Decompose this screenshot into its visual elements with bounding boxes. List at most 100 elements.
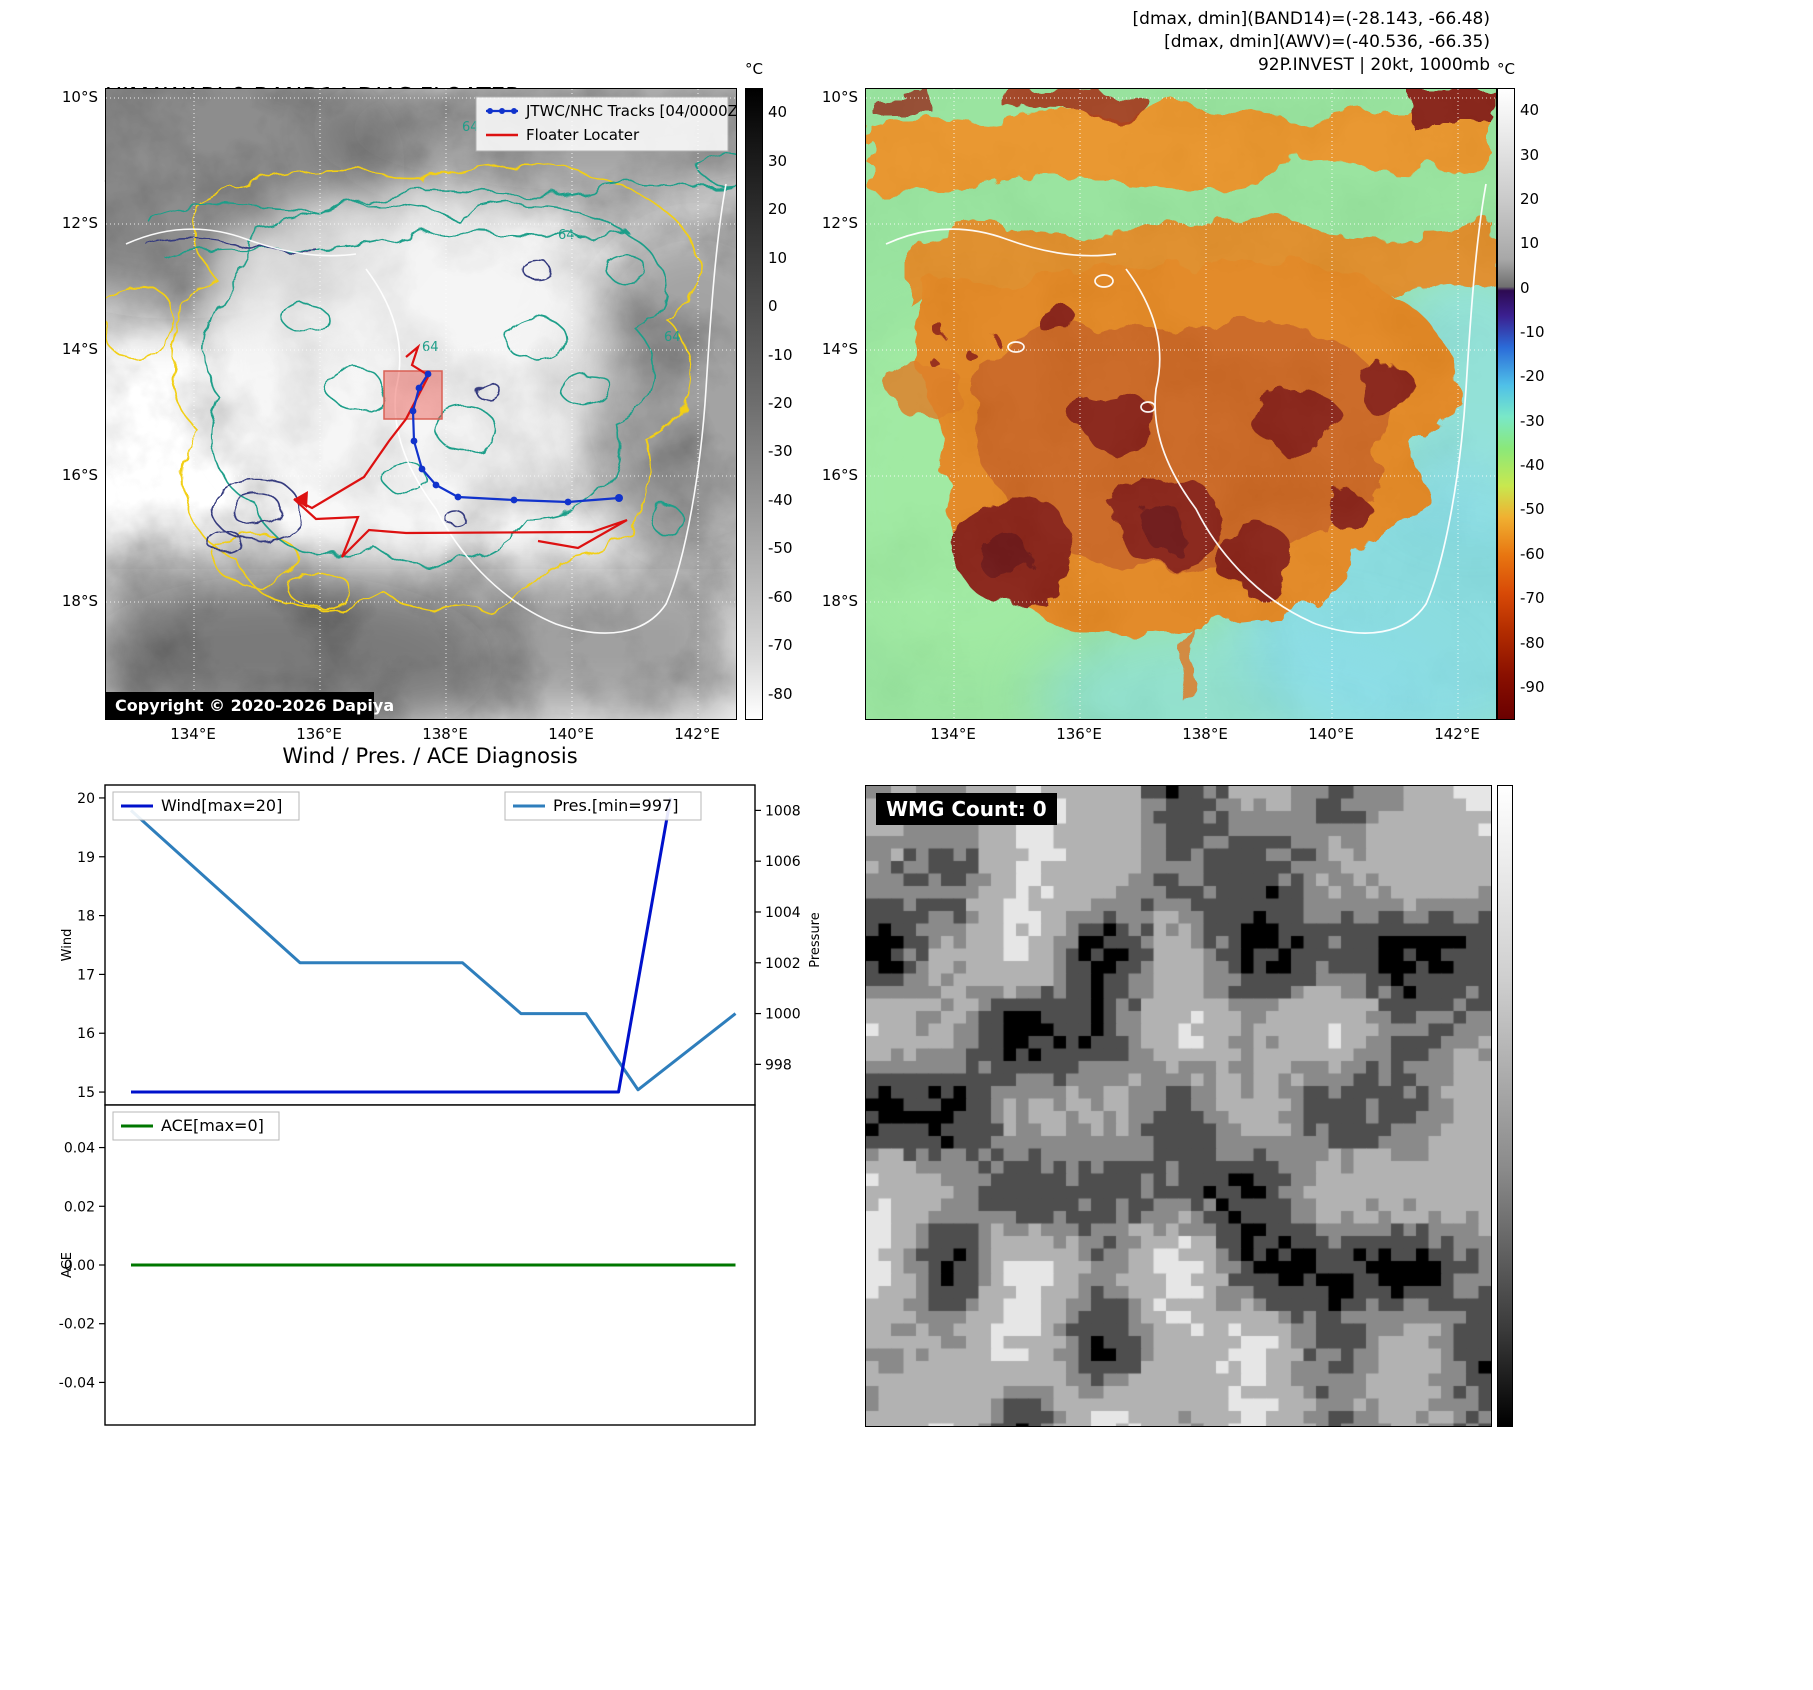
awv-colorbar-tick: 0 [1520,278,1530,297]
awv-lon-tick: 134°E [930,725,976,743]
band14-colorbar-tick: -80 [768,684,793,703]
awv-lat-tick: 16°S [821,466,858,484]
pressure-legend-label: Pres.[min=997] [553,796,678,815]
band14-lat-tick: 16°S [61,466,98,484]
wind-pressure-plot-frame [104,784,756,1106]
band14-colorbar-tick: 20 [768,200,788,219]
wind-series-line [131,797,672,1094]
band14-colorbar-tick: -60 [768,587,793,606]
tick-label: 18 [77,909,95,925]
tick-label: -0.04 [59,1375,95,1391]
tick-label: 998 [765,1057,792,1073]
awv-colorbar-tick: -70 [1520,589,1545,608]
band14-colorbar-tick: -10 [768,345,793,364]
band14-lon-tick: 134°E [170,725,216,743]
contour-label: 64 [664,330,681,345]
tick-label: 15 [77,1085,95,1101]
band14-lat-tick: 10°S [61,88,98,106]
contour-label: 64 [462,120,479,135]
band14-colorbar-tick: -20 [768,394,793,412]
wmg-count-badge: WMG Count: 0 [876,793,1057,825]
awv-colorbar-tick: -10 [1520,323,1545,341]
texture-overlay [866,89,1496,719]
legend-tracks-label: JTWC/NHC Tracks [04/0000Z] [525,102,736,120]
coastline [885,183,1487,634]
chart-tick-labels: 15 16 17 18 19 20 998 1000 1002 1004 1006 1008 -0.04… [59,791,801,1391]
tick-label: 1004 [765,905,801,921]
tick-label: 19 [77,850,95,866]
band14-lat-tick: 18°S [61,592,98,610]
tick-label: -0.02 [59,1317,95,1333]
wind-axis-label: Wind [60,929,75,962]
tick-label: 0.02 [64,1199,95,1215]
wind-legend-label: Wind[max=20] [161,796,282,815]
wmg-colorbar [1497,785,1513,1427]
annotation-awv-dmax: [dmax, dmin](AWV)=(-40.536, -66.35) [1164,32,1490,52]
copyright-text: Copyright © 2020-2026 Dapiya [115,696,394,715]
wind-legend: Wind[max=20] [112,791,300,821]
awv-lon-tick: 138°E [1182,725,1228,743]
awv-lat-tick: 12°S [821,214,858,232]
tick-label: 0.00 [64,1258,95,1274]
awv-map-panel [816,88,1616,779]
tick-label: 1002 [765,956,801,972]
awv-lat-tick: 10°S [821,88,858,106]
annotation-invest: 92P.INVEST | 20kt, 1000mb [1257,55,1490,75]
ace-legend-label: ACE[max=0] [161,1116,264,1135]
tick-label: 1008 [765,803,801,819]
ace-axis-label: ACE [60,1252,75,1278]
awv-colorbar-tick: -80 [1520,633,1545,652]
band14-colorbar-tick: 0 [768,297,778,316]
band14-lon-tick: 138°E [422,725,468,743]
band14-colorbar-tick: -70 [768,636,793,655]
copyright-banner: Copyright © 2020-2026 Dapiya [106,692,394,719]
floater-locater-path [293,343,628,558]
band14-lat-tick: 12°S [61,214,98,232]
awv-colorbar-tick: -30 [1520,411,1545,430]
awv-colorbar [1497,88,1515,720]
awv-lon-tick: 140°E [1308,725,1354,743]
band14-colorbar-tick: -30 [768,442,793,461]
coastline [125,183,727,634]
chart-series [129,797,737,1267]
pressure-axis-label: Pressure [808,912,823,968]
diagnosis-title: Wind / Pres. / ACE Diagnosis [282,744,578,768]
contour-labels: 64 64 64 64 [422,120,681,355]
awv-annotations: [dmax, dmin](BAND14)=(-28.143, -66.48) [… [890,8,1490,77]
awv-colorbar-tick: 30 [1520,145,1540,164]
tick-label: 16 [77,1026,95,1042]
jtwc-track [409,370,623,506]
awv-colorbar-tick: 10 [1520,234,1540,253]
awv-colorbar-tick: -20 [1520,367,1545,386]
tick-label: 1000 [765,1007,801,1023]
band14-colorbar-tick: -40 [768,490,793,509]
contour-label: 64 [558,228,575,243]
awv-lon-tick: 142°E [1434,725,1480,743]
band14-colorbar [745,88,763,720]
band14-colorbar-tick: 40 [768,103,788,122]
awv-colorbar-tick: -40 [1520,456,1545,475]
cloud-texture-overlay [106,89,736,719]
band14-colorbar-tick: 10 [768,248,788,267]
awv-lat-tick: 18°S [821,592,858,610]
temperature-contours [105,152,752,613]
band14-lon-tick: 136°E [296,725,342,743]
band14-colorbar-unit: °C [745,60,763,78]
band14-lon-tick: 140°E [548,725,594,743]
legend-floater-label: Floater Locater [526,126,640,144]
ace-legend: ACE[max=0] [112,1111,280,1141]
tick-label: 17 [77,967,95,983]
band14-map-panel: 64 64 64 64 JT [0,19,846,754]
pressure-series-line [129,809,737,1092]
diagnosis-charts: 15 16 17 18 19 20 998 1000 1002 1004 1006 1008 -0.04… [59,784,823,1426]
awv-colorbar-unit: °C [1497,60,1515,78]
annotation-band14-dmax: [dmax, dmin](BAND14)=(-28.143, -66.48) [1132,9,1490,29]
awv-colorbar-tick: 40 [1520,101,1540,120]
band14-lon-tick: 142°E [674,725,720,743]
band14-colorbar-tick: -50 [768,539,793,558]
band14-satellite-image: 64 64 64 64 JT [0,19,846,754]
awv-lat-tick: 14°S [821,340,858,358]
contour-label: 64 [422,340,439,355]
band14-lat-tick: 14°S [61,340,98,358]
tick-label: 1006 [765,854,801,870]
